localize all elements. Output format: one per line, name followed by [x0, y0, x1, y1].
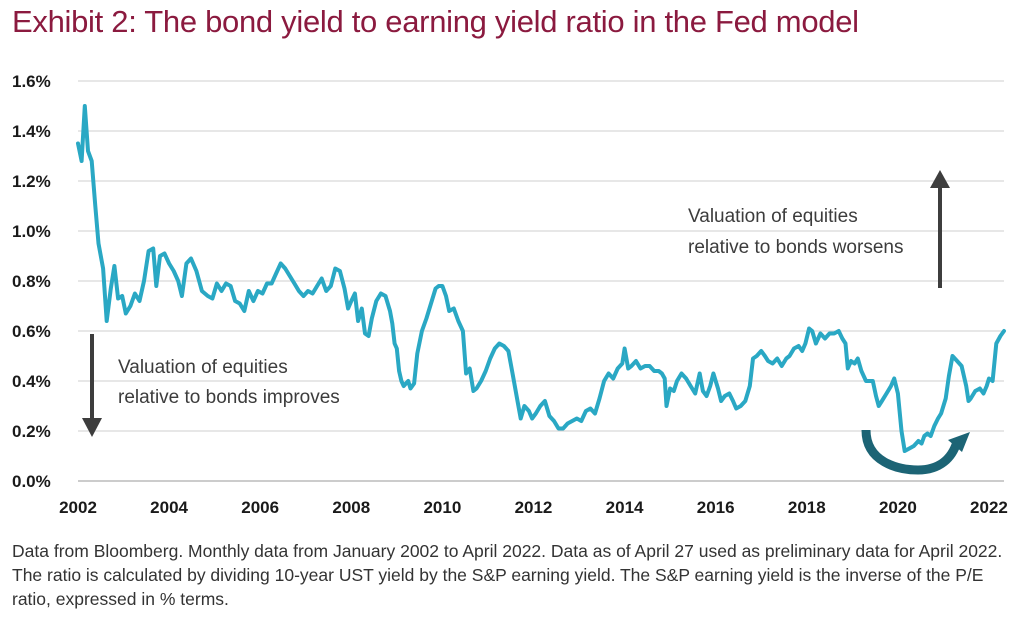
x-tick-label: 2002	[59, 498, 97, 517]
y-axis: 0.0% 0.2% 0.4% 0.6% 0.8% 1.0% 1.2% 1.4% 1.6%	[12, 72, 51, 491]
y-tick-label: 1.2%	[12, 172, 51, 191]
chart-title: Exhibit 2: The bond yield to earning yie…	[12, 4, 859, 39]
series-line	[76, 104, 1006, 453]
bond-yield-ratio-chart: 0.0% 0.2% 0.4% 0.6% 0.8% 1.0% 1.2% 1.4% 1.6% 200…	[12, 72, 1008, 517]
y-tick-label: 1.4%	[12, 122, 51, 141]
arrow-up-icon	[930, 170, 950, 288]
y-tick-label: 0.0%	[12, 472, 51, 491]
y-tick-label: 1.0%	[12, 222, 51, 241]
x-tick-label: 2010	[423, 498, 461, 517]
x-axis: 2002 2004 2006 2008 2010 2012 2014 2016 2018 2020…	[59, 498, 1008, 517]
x-tick-label: 2020	[879, 498, 917, 517]
y-tick-label: 0.6%	[12, 322, 51, 341]
x-tick-label: 2018	[788, 498, 826, 517]
curved-arrow-icon	[861, 429, 970, 475]
annotation-improves-line2: relative to bonds improves	[118, 387, 340, 408]
x-tick-label: 2006	[241, 498, 279, 517]
x-tick-label: 2016	[697, 498, 735, 517]
annotation-improves-line1: Valuation of equities	[118, 357, 288, 378]
footnote: Data from Bloomberg. Monthly data from J…	[12, 541, 1003, 609]
arrow-down-icon	[82, 334, 102, 437]
x-tick-label: 2014	[606, 498, 644, 517]
y-tick-label: 0.2%	[12, 422, 51, 441]
annotation-worsens-line1: Valuation of equities	[688, 206, 858, 227]
x-tick-label: 2004	[150, 498, 188, 517]
y-tick-label: 0.8%	[12, 272, 51, 291]
y-tick-label: 1.6%	[12, 72, 51, 91]
x-tick-label: 2022	[970, 498, 1008, 517]
grid-lines	[78, 80, 1004, 432]
y-tick-label: 0.4%	[12, 372, 51, 391]
series-layer	[76, 104, 1006, 453]
annotation-improves: Valuation of equities relative to bonds …	[118, 357, 340, 408]
annotation-worsens: Valuation of equities relative to bonds …	[688, 206, 903, 258]
x-tick-label: 2012	[515, 498, 553, 517]
x-tick-label: 2008	[332, 498, 370, 517]
annotation-worsens-line2: relative to bonds worsens	[688, 237, 903, 258]
